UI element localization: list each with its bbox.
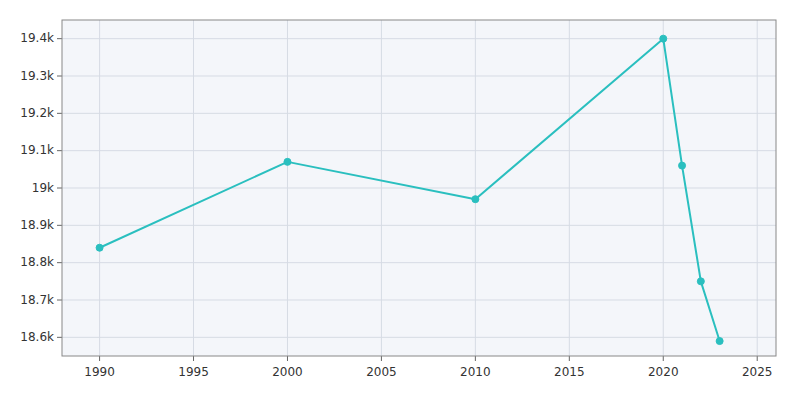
y-tick-label: 19.4k	[20, 31, 54, 45]
y-grid-line	[62, 150, 776, 151]
point	[660, 35, 667, 42]
x-grid-line	[757, 20, 758, 356]
x-grid-line	[475, 20, 476, 356]
chart: 18.6k 18.7k 18.8k 18.9k 19k 19.1k 19.2k 19.3k 19…	[0, 0, 800, 400]
x-tick-label: 2000	[272, 365, 303, 379]
x-tick	[99, 356, 100, 361]
y-tick-label: 19.3k	[20, 69, 54, 83]
x-tick-label: 2005	[366, 365, 397, 379]
x-grid-line	[99, 20, 100, 356]
y-tick	[57, 113, 62, 114]
y-tick-label: 18.6k	[20, 330, 54, 344]
x-tick	[475, 356, 476, 361]
x-grid-line	[569, 20, 570, 356]
plot-background	[62, 20, 776, 356]
x-tick	[287, 356, 288, 361]
y-tick	[57, 150, 62, 151]
x-tick	[757, 356, 758, 361]
y-tick	[57, 76, 62, 77]
point	[716, 338, 723, 345]
axes: 18.6k 18.7k 18.8k 18.9k 19k 19.1k 19.2k 19.3k 19…	[20, 20, 776, 379]
x-grid-line	[287, 20, 288, 356]
y-tick-label: 18.8k	[20, 255, 54, 269]
y-tick	[57, 337, 62, 338]
y-grid-line	[62, 300, 776, 301]
point	[96, 244, 103, 251]
plot-frame	[62, 20, 776, 356]
x-tick-label: 2025	[742, 365, 773, 379]
point	[284, 158, 291, 165]
y-tick-label: 19.1k	[20, 143, 54, 157]
y-tick	[57, 300, 62, 301]
x-tick	[663, 356, 664, 361]
grid	[62, 20, 776, 356]
y-tick	[57, 262, 62, 263]
x-tick-label: 2015	[554, 365, 585, 379]
y-tick	[57, 225, 62, 226]
y-grid-line	[62, 262, 776, 263]
line	[100, 39, 720, 341]
y-tick-label: 18.9k	[20, 218, 54, 232]
y-tick-label: 19k	[32, 181, 54, 195]
x-tick	[193, 356, 194, 361]
x-tick	[569, 356, 570, 361]
series	[96, 35, 723, 344]
y-tick-label: 19.2k	[20, 106, 54, 120]
x-grid-line	[663, 20, 664, 356]
point	[472, 196, 479, 203]
y-grid-line	[62, 225, 776, 226]
chart-container: 18.6k 18.7k 18.8k 18.9k 19k 19.1k 19.2k 19.3k 19…	[0, 0, 800, 400]
point	[697, 278, 704, 285]
y-tick	[57, 188, 62, 189]
x-tick-label: 1995	[178, 365, 209, 379]
x-tick-label: 1990	[84, 365, 115, 379]
y-tick	[57, 38, 62, 39]
y-grid-line	[62, 38, 776, 39]
x-grid-line	[193, 20, 194, 356]
y-grid-line	[62, 337, 776, 338]
y-tick-label: 18.7k	[20, 293, 54, 307]
y-grid-line	[62, 113, 776, 114]
point	[679, 162, 686, 169]
x-tick-label: 2020	[648, 365, 679, 379]
x-grid-line	[381, 20, 382, 356]
x-tick	[381, 356, 382, 361]
x-tick-label: 2010	[460, 365, 491, 379]
